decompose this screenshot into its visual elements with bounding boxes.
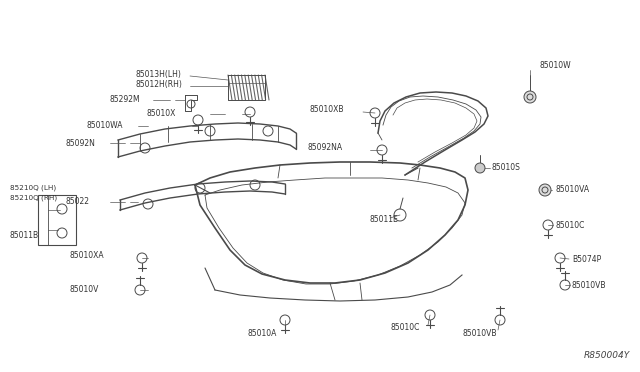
Text: 85010XB: 85010XB: [310, 106, 344, 115]
Text: B5074P: B5074P: [572, 256, 601, 264]
Text: 85010VB: 85010VB: [463, 328, 497, 337]
Text: 85010VA: 85010VA: [555, 186, 589, 195]
Text: 85092NA: 85092NA: [308, 144, 343, 153]
Text: 85010W: 85010W: [540, 61, 572, 70]
Text: 85010A: 85010A: [247, 328, 276, 337]
Circle shape: [524, 91, 536, 103]
Text: 85010C: 85010C: [555, 221, 584, 230]
Text: 85010V: 85010V: [70, 285, 99, 295]
Text: 85011B: 85011B: [10, 231, 39, 240]
Text: 85022: 85022: [65, 198, 89, 206]
Text: 85010X: 85010X: [147, 109, 176, 119]
Text: 85010XA: 85010XA: [70, 250, 104, 260]
Text: 85010C: 85010C: [390, 324, 420, 333]
Text: 85092N: 85092N: [65, 138, 95, 148]
Text: 85013H(LH): 85013H(LH): [135, 71, 181, 80]
Text: 85210Q (RH): 85210Q (RH): [10, 195, 57, 201]
Text: 85010S: 85010S: [492, 164, 521, 173]
Text: 85292M: 85292M: [110, 96, 141, 105]
Text: 85012H(RH): 85012H(RH): [135, 80, 182, 90]
Text: 85010VB: 85010VB: [572, 280, 607, 289]
Text: 85210Q (LH): 85210Q (LH): [10, 185, 56, 191]
Text: 85010WA: 85010WA: [86, 122, 123, 131]
Text: 85011E: 85011E: [370, 215, 399, 224]
Circle shape: [539, 184, 551, 196]
Circle shape: [475, 163, 485, 173]
Text: R850004Y: R850004Y: [584, 351, 630, 360]
